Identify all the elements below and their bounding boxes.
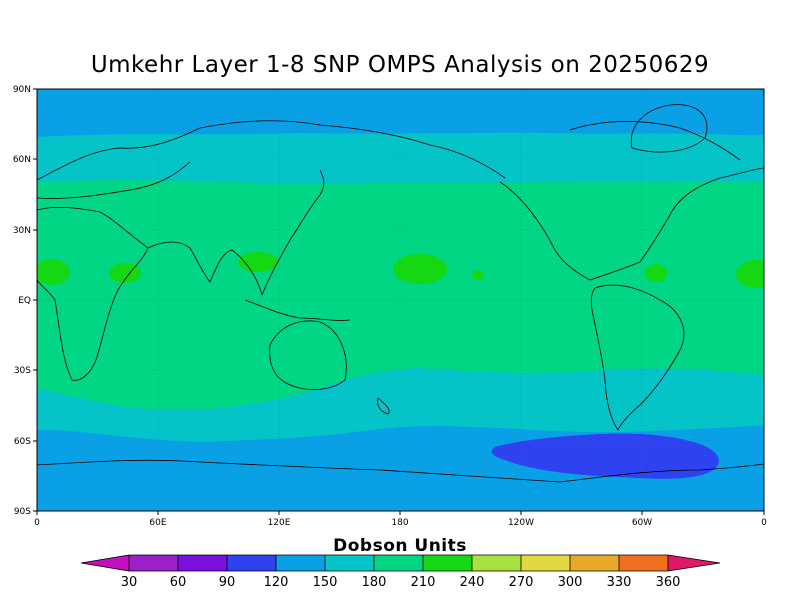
map-title: Umkehr Layer 1-8 SNP OMPS Analysis on 20… [90, 52, 710, 78]
lon-tick-120w: 120W [508, 518, 534, 528]
lon-tick-180: 180 [391, 518, 408, 528]
colorbar-swatch-30-60 [129, 555, 178, 571]
field-210-cell-4 [393, 254, 447, 284]
colorbar-under-arrow [81, 555, 129, 571]
colorbar-tick-150: 150 [313, 575, 338, 590]
field-90-120 [491, 433, 719, 479]
colorbar-tick-270: 270 [509, 575, 534, 590]
colorbar-label: Dobson Units [333, 536, 467, 556]
colorbar-tick-300: 300 [558, 575, 583, 590]
colorbar-swatch-210-240 [423, 555, 472, 571]
colorbar-swatch-90-120 [227, 555, 276, 571]
lat-tick-eq: EQ [18, 296, 31, 306]
colorbar-swatch-180-210 [374, 555, 423, 571]
colorbar-tick-120: 120 [264, 575, 289, 590]
field-210-cell-2 [109, 263, 141, 283]
field-210-cell-7 [736, 260, 764, 288]
colorbar-tick-210: 210 [411, 575, 436, 590]
lat-tick-30n: 30N [13, 226, 31, 236]
lat-tick-30s: 30S [14, 366, 31, 376]
colorbar-swatch-300-330 [570, 555, 619, 571]
colorbar-tick-90: 90 [219, 575, 236, 590]
lat-tick-60n: 60N [13, 155, 31, 165]
field-210-cell-3 [238, 252, 278, 272]
lon-tick-0-east: 0 [761, 518, 767, 528]
lon-tick-120e: 120E [268, 518, 291, 528]
field-210-cell-5 [472, 270, 484, 280]
colorbar-tick-330: 330 [607, 575, 632, 590]
lon-tick-0-west: 0 [34, 518, 40, 528]
lat-tick-90n: 90N [13, 85, 31, 95]
colorbar-swatch-120-150 [276, 555, 325, 571]
colorbar-tick-360: 360 [656, 575, 681, 590]
colorbar-swatch-240-270 [472, 555, 521, 571]
colorbar-over-arrow [668, 555, 720, 571]
lat-tick-90s: 90S [14, 507, 31, 517]
coastlines [37, 104, 764, 483]
field-150-180-north [37, 132, 764, 190]
colorbar-swatch-330-360 [619, 555, 668, 571]
lon-tick-60e: 60E [149, 518, 166, 528]
colorbar-tick-180: 180 [362, 575, 387, 590]
field-180-210 [37, 180, 764, 410]
lat-tick-60s: 60S [14, 437, 31, 447]
field-210-cell-6 [645, 264, 667, 282]
colorbar-tick-60: 60 [170, 575, 187, 590]
colorbar-tick-30: 30 [121, 575, 138, 590]
colorbar-swatch-60-90 [178, 555, 227, 571]
colorbar-tick-240: 240 [460, 575, 485, 590]
colorbar-swatch-270-300 [521, 555, 570, 571]
field-210-cell-1 [37, 259, 70, 285]
lon-tick-60w: 60W [632, 518, 652, 528]
colorbar-swatch-150-180 [325, 555, 374, 571]
